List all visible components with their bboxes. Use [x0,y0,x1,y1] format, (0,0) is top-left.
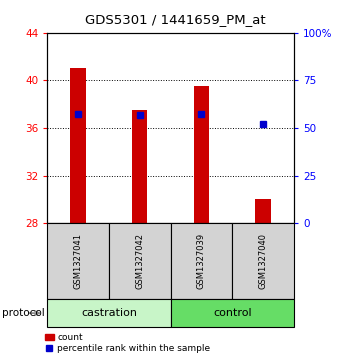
Bar [232,223,294,299]
Text: castration: castration [81,308,137,318]
Bar [70,68,86,223]
Bar [132,110,147,223]
Text: GSM1327042: GSM1327042 [135,233,144,289]
Text: GSM1327040: GSM1327040 [259,233,268,289]
Text: protocol: protocol [2,308,44,318]
Bar [109,223,171,299]
Bar [47,299,171,327]
Bar [256,199,271,223]
Bar [194,86,209,223]
Legend: count, percentile rank within the sample: count, percentile rank within the sample [45,333,211,353]
Bar [171,223,232,299]
Bar [171,299,294,327]
Text: GDS5301 / 1441659_PM_at: GDS5301 / 1441659_PM_at [85,13,265,26]
Text: control: control [213,308,252,318]
Bar [47,223,109,299]
Text: GSM1327041: GSM1327041 [74,233,83,289]
Text: GSM1327039: GSM1327039 [197,233,206,289]
